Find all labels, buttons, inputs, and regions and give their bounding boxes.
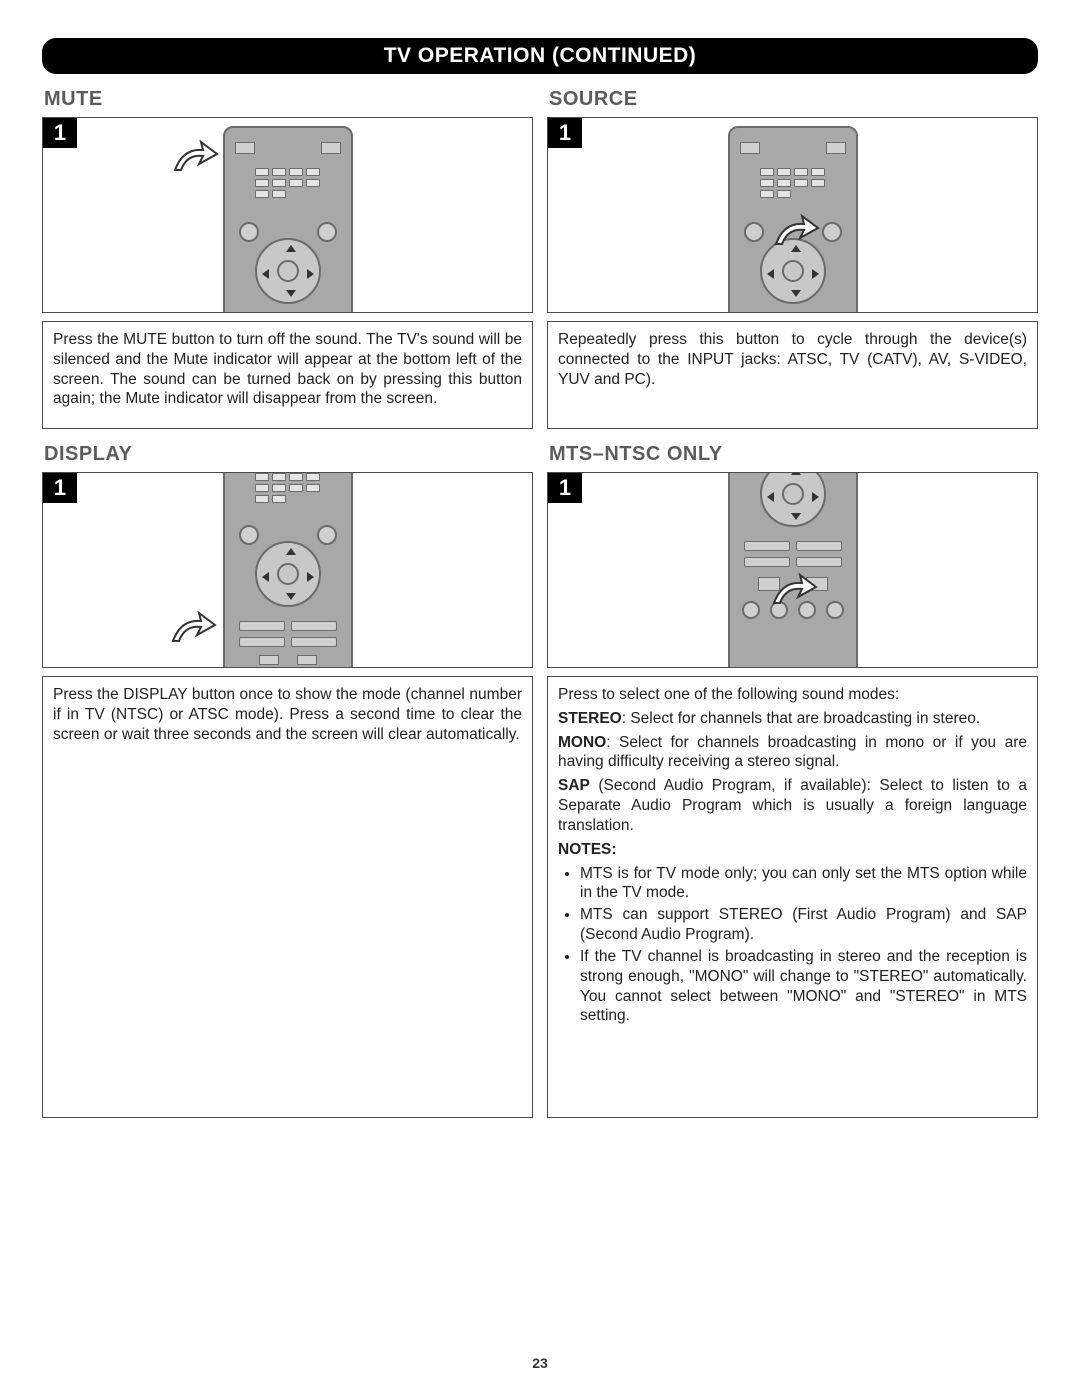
mono-text: : Select for channels broadcasting in mo… xyxy=(558,734,1027,771)
arrow-icon xyxy=(772,573,818,609)
desc-source-text: Repeatedly press this button to cycle th… xyxy=(558,330,1027,389)
round-button-l xyxy=(239,222,259,242)
remote-illustration xyxy=(223,126,353,313)
dpad xyxy=(760,472,826,527)
power-button xyxy=(321,142,341,154)
arrow-icon xyxy=(171,611,217,647)
mono-label: MONO xyxy=(558,734,606,751)
remote-illustration xyxy=(728,472,858,668)
page-number: 23 xyxy=(0,1355,1080,1371)
remote-illustration xyxy=(223,472,353,668)
wide-button xyxy=(796,557,842,567)
source-button xyxy=(822,222,842,242)
number-pad xyxy=(255,168,320,198)
wide-button xyxy=(291,637,337,647)
content-columns: MUTE 1 xyxy=(42,84,1038,1118)
number-pad xyxy=(760,168,825,198)
wide-button xyxy=(291,621,337,631)
wide-button xyxy=(239,621,285,631)
round-button-l xyxy=(744,222,764,242)
figure-source: 1 xyxy=(547,117,1038,313)
round-button xyxy=(826,601,844,619)
desc-mts: Press to select one of the following sou… xyxy=(547,676,1038,1118)
dpad xyxy=(255,238,321,304)
notes-list: MTS is for TV mode only; you can only se… xyxy=(558,864,1027,1027)
stereo-label: STEREO xyxy=(558,710,622,727)
desc-source: Repeatedly press this button to cycle th… xyxy=(547,321,1038,429)
left-column: MUTE 1 xyxy=(42,84,533,1118)
small-button xyxy=(259,655,279,665)
step-badge: 1 xyxy=(548,473,582,503)
notes-label: NOTES: xyxy=(558,840,1027,860)
power-button xyxy=(826,142,846,154)
round-button-r xyxy=(317,525,337,545)
number-pad xyxy=(255,473,320,503)
step-badge: 1 xyxy=(43,473,77,503)
step-badge: 1 xyxy=(548,118,582,148)
sap-text: (Second Audio Program, if available): Se… xyxy=(558,777,1027,834)
mute-button xyxy=(740,142,760,154)
desc-mute-text: Press the MUTE button to turn off the so… xyxy=(53,330,522,409)
wide-button xyxy=(744,541,790,551)
note-item: MTS can support STEREO (First Audio Prog… xyxy=(580,905,1027,945)
desc-mute: Press the MUTE button to turn off the so… xyxy=(42,321,533,429)
wide-button xyxy=(744,557,790,567)
dpad xyxy=(255,541,321,607)
right-column: SOURCE 1 xyxy=(547,84,1038,1118)
sap-label: SAP xyxy=(558,777,590,794)
arrow-icon xyxy=(173,140,219,176)
desc-display: Press the DISPLAY button once to show th… xyxy=(42,676,533,1118)
mts-intro: Press to select one of the following sou… xyxy=(558,685,1027,705)
figure-mute: 1 xyxy=(42,117,533,313)
note-item: MTS is for TV mode only; you can only se… xyxy=(580,864,1027,904)
section-title-source: SOURCE xyxy=(549,88,1038,111)
mute-button xyxy=(235,142,255,154)
wide-button xyxy=(239,637,285,647)
section-title-display: DISPLAY xyxy=(44,443,533,466)
figure-display: 1 xyxy=(42,472,533,668)
round-button-l xyxy=(239,525,259,545)
small-button xyxy=(297,655,317,665)
mts-stereo: STEREO: Select for channels that are bro… xyxy=(558,709,1027,729)
figure-mts: 1 xyxy=(547,472,1038,668)
arrow-icon xyxy=(774,214,820,250)
mts-sap: SAP (Second Audio Program, if available)… xyxy=(558,776,1027,835)
round-button xyxy=(742,601,760,619)
page-header: TV OPERATION (CONTINUED) xyxy=(42,38,1038,74)
stereo-text: : Select for channels that are broadcast… xyxy=(622,710,980,727)
step-badge: 1 xyxy=(43,118,77,148)
section-title-mts: MTS–NTSC ONLY xyxy=(549,443,1038,466)
round-button-r xyxy=(317,222,337,242)
note-item: If the TV channel is broadcasting in ste… xyxy=(580,947,1027,1026)
wide-button xyxy=(796,541,842,551)
mts-mono: MONO: Select for channels broadcasting i… xyxy=(558,733,1027,773)
section-title-mute: MUTE xyxy=(44,88,533,111)
desc-display-text: Press the DISPLAY button once to show th… xyxy=(53,685,522,744)
